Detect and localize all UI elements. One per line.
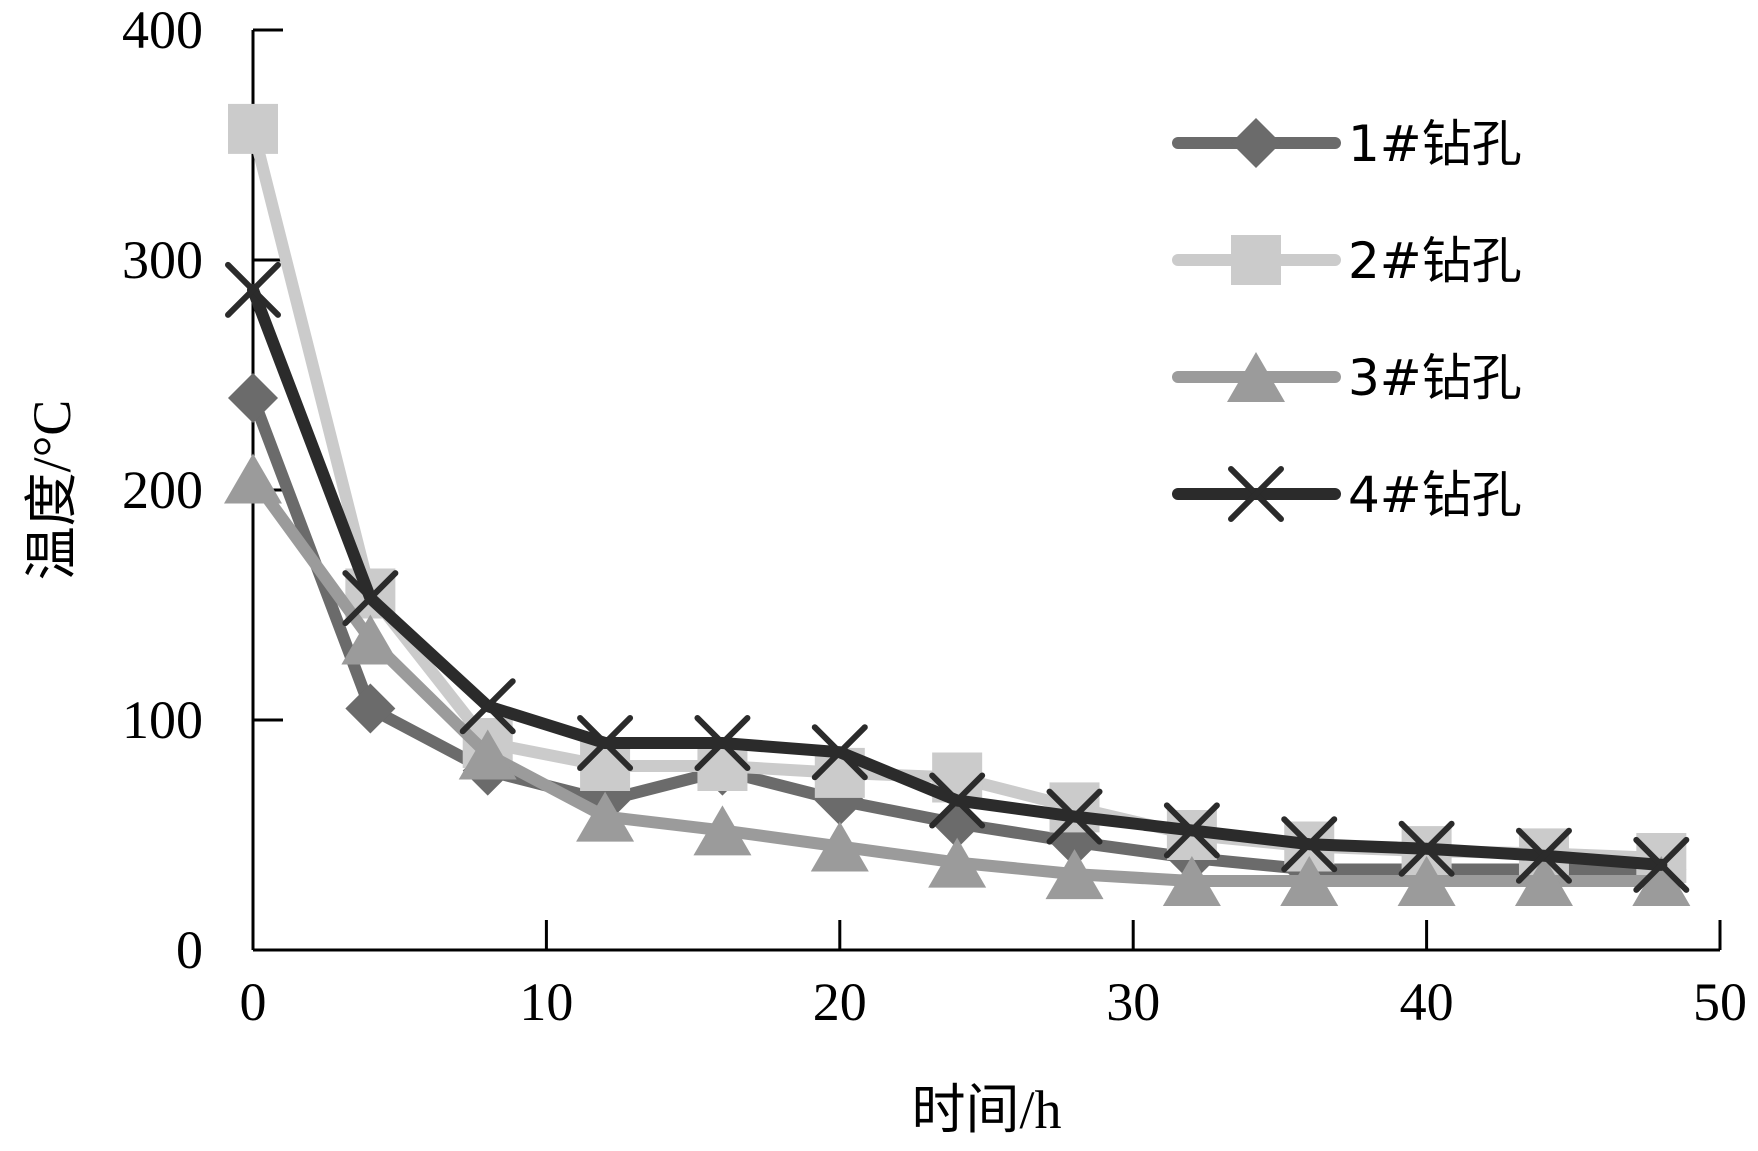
- y-tick-label: 100: [122, 690, 203, 750]
- legend-item-2: 2#钻孔: [1172, 232, 1522, 290]
- data-point: [1515, 827, 1572, 884]
- data-point: [1633, 836, 1690, 893]
- data-point: [577, 715, 634, 771]
- legend: 1#钻孔 2#钻孔 3#钻孔 4#钻孔: [1172, 115, 1522, 524]
- x-tick-label: 30: [1106, 972, 1160, 1032]
- legend-marker: [1228, 466, 1284, 522]
- x-marker-stroke: [1228, 466, 1284, 522]
- x-marker-stroke: [1398, 820, 1455, 877]
- legend-label: 2#钻孔: [1348, 232, 1522, 290]
- x-marker-stroke: [459, 678, 516, 735]
- x-marker-stroke: [929, 772, 986, 829]
- data-point: [693, 805, 752, 856]
- data-point: [1162, 856, 1221, 906]
- axes: 0 100 200 300 400 0 10 20 30 40 50: [122, 0, 1747, 1032]
- data-point: [1632, 856, 1691, 906]
- legend-item-4: 4#钻孔: [1172, 466, 1522, 524]
- x-marker-stroke: [225, 261, 281, 318]
- x-tick-label: 40: [1400, 972, 1454, 1032]
- data-point: [224, 453, 282, 504]
- data-point: [228, 373, 278, 423]
- legend-item-3: 3#钻孔: [1172, 349, 1522, 407]
- data-point: [459, 678, 516, 735]
- series-1: [228, 373, 1687, 895]
- data-point: [1163, 802, 1220, 859]
- data-point: [345, 683, 396, 734]
- data-point: [1514, 856, 1573, 906]
- data-point: [228, 103, 278, 154]
- data-point: [458, 729, 517, 780]
- legend-marker: [1227, 352, 1285, 402]
- data-point: [1397, 856, 1456, 906]
- data-point: [928, 837, 987, 888]
- data-point: [1281, 816, 1338, 873]
- x-axis-title: 时间/h: [911, 1080, 1061, 1140]
- x-marker-stroke: [694, 715, 751, 771]
- x-tick-label: 50: [1693, 972, 1747, 1032]
- y-tick-label: 400: [122, 0, 203, 60]
- series-3: [224, 453, 1691, 906]
- y-tick-label: 0: [176, 920, 203, 980]
- y-tick-label: 200: [122, 460, 203, 520]
- data-point: [810, 821, 869, 872]
- x-tick-label: 20: [813, 972, 867, 1032]
- data-point: [694, 715, 751, 771]
- data-point: [580, 741, 631, 791]
- data-point: [341, 614, 400, 665]
- data-point: [1049, 782, 1100, 833]
- x-marker-stroke: [1281, 816, 1338, 873]
- data-point: [1280, 856, 1339, 906]
- legend-item-1: 1#钻孔: [1172, 115, 1522, 173]
- legend-label: 4#钻孔: [1348, 466, 1522, 524]
- legend-label: 3#钻孔: [1348, 349, 1522, 407]
- x-marker-stroke: [811, 724, 868, 781]
- x-marker-stroke: [342, 570, 399, 627]
- legend-marker: [1231, 235, 1281, 285]
- legend-marker: [1231, 118, 1281, 168]
- data-point: [811, 724, 868, 781]
- x-marker-stroke: [1633, 836, 1690, 893]
- data-point: [576, 791, 635, 842]
- y-axis-title: 温度/°C: [22, 400, 82, 581]
- x-tick-label: 0: [240, 972, 267, 1032]
- data-point: [929, 772, 986, 829]
- data-point: [1046, 788, 1103, 845]
- series-layer: [224, 103, 1691, 906]
- x-marker-stroke: [1163, 802, 1220, 859]
- x-marker-stroke: [1046, 788, 1103, 845]
- data-point: [225, 261, 281, 318]
- data-point: [1398, 820, 1455, 877]
- x-marker-stroke: [577, 715, 634, 771]
- legend-label: 1#钻孔: [1348, 115, 1522, 173]
- y-tick-label: 300: [122, 230, 203, 290]
- x-marker-stroke: [1515, 827, 1572, 884]
- x-tick-label: 10: [519, 972, 573, 1032]
- data-point: [342, 570, 399, 627]
- data-point: [1045, 849, 1104, 900]
- series-4: [225, 261, 1690, 893]
